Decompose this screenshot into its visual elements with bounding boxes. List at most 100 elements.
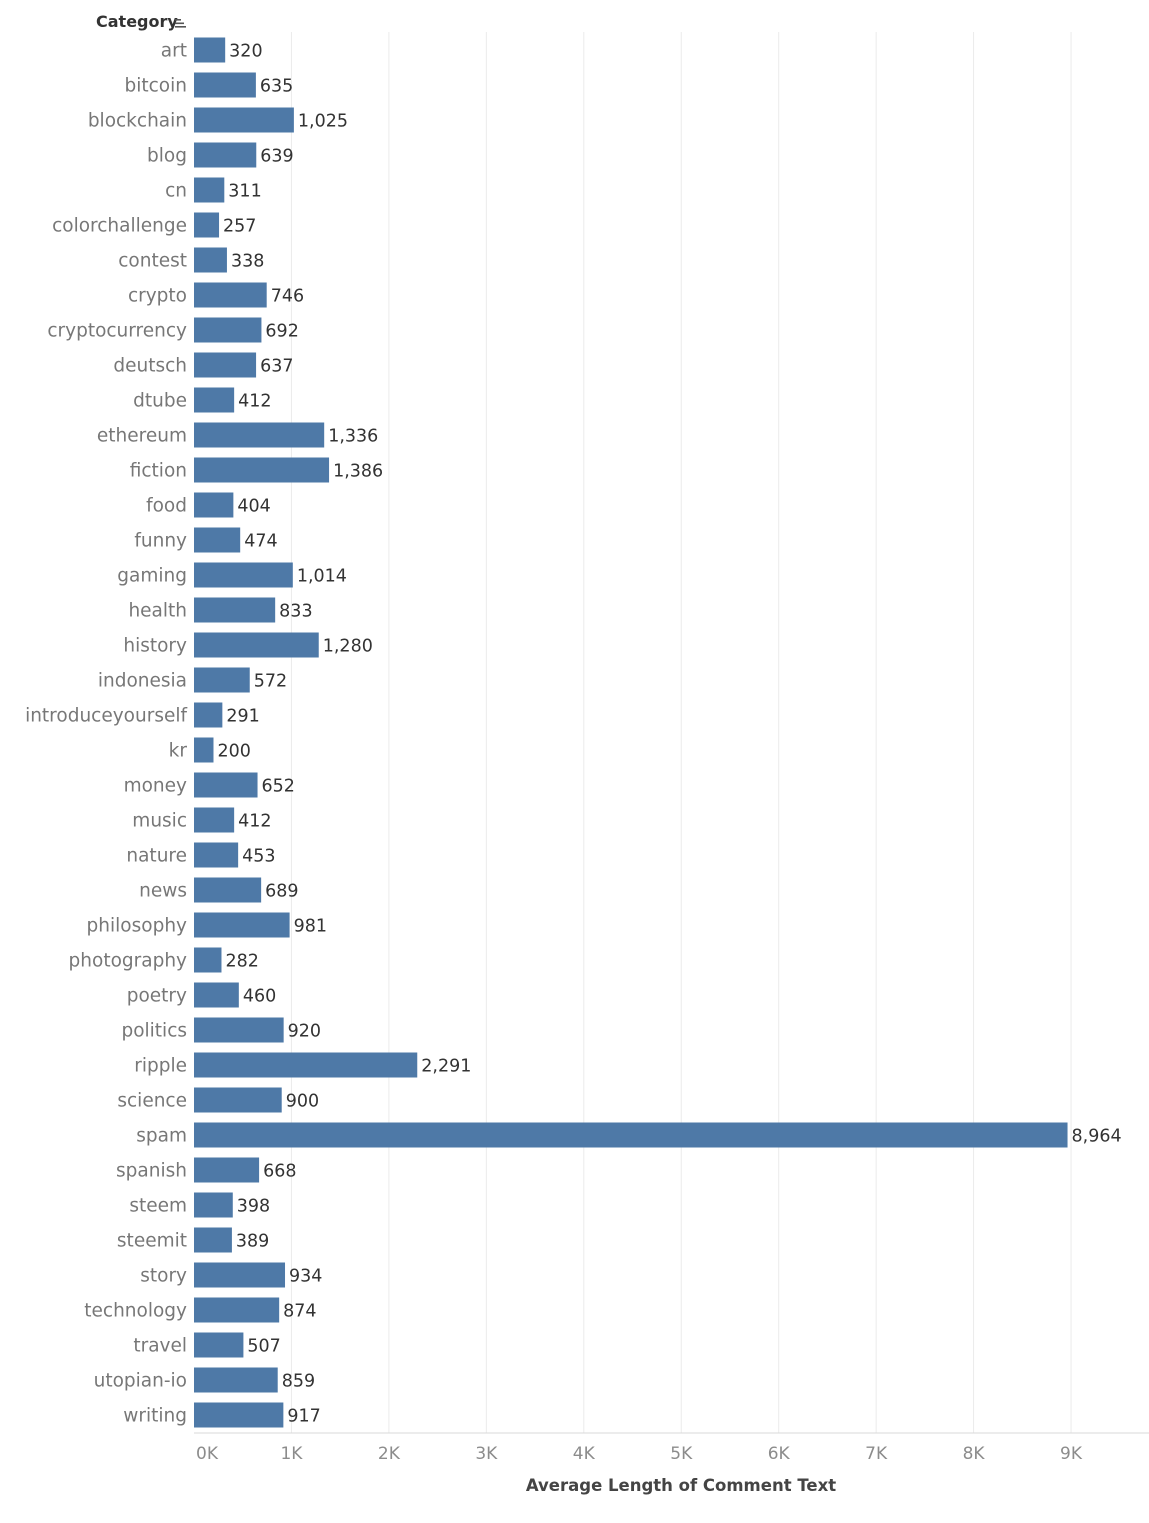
category-label-introduceyourself[interactable]: introduceyourself	[25, 706, 187, 727]
x-tick-label: 3K	[475, 1444, 498, 1464]
value-label-nature: 453	[242, 847, 275, 867]
bar-history[interactable]	[194, 632, 319, 658]
category-label-steemit[interactable]: steemit	[117, 1231, 187, 1252]
category-label-spam[interactable]: spam	[136, 1126, 187, 1147]
value-label-art: 320	[229, 42, 262, 62]
category-label-art[interactable]: art	[161, 41, 187, 62]
bar-travel[interactable]	[194, 1332, 244, 1358]
category-label-gaming[interactable]: gaming	[117, 566, 187, 587]
bar-introduceyourself[interactable]	[194, 702, 223, 728]
bar-photography[interactable]	[194, 947, 222, 973]
value-label-fiction: 1,386	[333, 462, 383, 482]
category-label-bitcoin[interactable]: bitcoin	[125, 76, 188, 97]
bar-deutsch[interactable]	[194, 352, 257, 378]
bar-story[interactable]	[194, 1262, 286, 1288]
value-label-introduceyourself: 291	[226, 707, 259, 727]
category-label-dtube[interactable]: dtube	[133, 391, 187, 412]
category-label-contest[interactable]: contest	[118, 251, 187, 272]
category-label-story[interactable]: story	[140, 1266, 187, 1287]
category-label-steem[interactable]: steem	[129, 1196, 187, 1217]
value-label-story: 934	[289, 1267, 322, 1287]
category-label-funny[interactable]: funny	[134, 531, 187, 552]
bar-blockchain[interactable]	[194, 107, 294, 133]
bar-steem[interactable]	[194, 1192, 233, 1218]
category-label-cryptocurrency[interactable]: cryptocurrency	[47, 321, 187, 342]
category-header[interactable]: Category	[96, 12, 178, 31]
category-label-poetry[interactable]: poetry	[127, 986, 187, 1007]
category-label-travel[interactable]: travel	[133, 1336, 187, 1357]
bar-contest[interactable]	[194, 247, 227, 273]
bar-ethereum[interactable]	[194, 422, 325, 448]
bar-poetry[interactable]	[194, 982, 239, 1008]
bar-spanish[interactable]	[194, 1157, 260, 1183]
bar-crypto[interactable]	[194, 282, 267, 308]
bar-dtube[interactable]	[194, 387, 235, 413]
bar-indonesia[interactable]	[194, 667, 250, 693]
value-label-blockchain: 1,025	[298, 112, 348, 132]
bar-health[interactable]	[194, 597, 276, 623]
bar-cryptocurrency[interactable]	[194, 317, 262, 343]
category-label-ethereum[interactable]: ethereum	[97, 426, 187, 447]
category-label-politics[interactable]: politics	[121, 1021, 187, 1042]
category-label-kr[interactable]: kr	[169, 741, 188, 762]
bar-news[interactable]	[194, 877, 262, 903]
value-label-steem: 398	[237, 1197, 270, 1217]
bar-spam[interactable]	[194, 1122, 1068, 1148]
category-label-photography[interactable]: photography	[69, 951, 188, 972]
category-label-ripple[interactable]: ripple	[134, 1056, 187, 1077]
bar-nature[interactable]	[194, 842, 239, 868]
bar-philosophy[interactable]	[194, 912, 290, 938]
x-tick-label: 2K	[378, 1444, 401, 1464]
category-label-history[interactable]: history	[123, 636, 187, 657]
category-label-indonesia[interactable]: indonesia	[98, 671, 187, 692]
category-label-news[interactable]: news	[139, 881, 187, 902]
bar-politics[interactable]	[194, 1017, 284, 1043]
bar-kr[interactable]	[194, 737, 214, 763]
category-label-science[interactable]: science	[117, 1091, 187, 1112]
category-label-health[interactable]: health	[128, 601, 187, 622]
x-tick-label: 5K	[670, 1444, 693, 1464]
category-label-fiction[interactable]: fiction	[130, 461, 187, 482]
bar-colorchallenge[interactable]	[194, 212, 220, 238]
gridlines	[194, 32, 1149, 1434]
bar-bitcoin[interactable]	[194, 72, 256, 98]
category-label-colorchallenge[interactable]: colorchallenge	[52, 216, 187, 237]
bar-ripple[interactable]	[194, 1052, 418, 1078]
bar-music[interactable]	[194, 807, 235, 833]
category-label-technology[interactable]: technology	[84, 1301, 187, 1322]
category-label-food[interactable]: food	[146, 496, 187, 517]
x-tick-label: 9K	[1060, 1444, 1083, 1464]
category-label-money[interactable]: money	[124, 776, 187, 797]
category-label-blockchain[interactable]: blockchain	[88, 111, 187, 132]
category-label-crypto[interactable]: crypto	[128, 286, 187, 307]
bar-utopian-io[interactable]	[194, 1367, 278, 1393]
bar-writing[interactable]	[194, 1402, 284, 1428]
value-label-colorchallenge: 257	[223, 217, 256, 237]
value-label-contest: 338	[231, 252, 264, 272]
bar-gaming[interactable]	[194, 562, 293, 588]
bar-technology[interactable]	[194, 1297, 280, 1323]
bar-fiction[interactable]	[194, 457, 330, 483]
value-label-spanish: 668	[263, 1162, 296, 1182]
bar-blog[interactable]	[194, 142, 257, 168]
category-label-blog[interactable]: blog	[147, 146, 187, 167]
category-label-philosophy[interactable]: philosophy	[87, 916, 187, 937]
category-label-music[interactable]: music	[132, 811, 187, 832]
category-label-cn[interactable]: cn	[165, 181, 187, 202]
sort-descending-icon[interactable]	[175, 19, 186, 28]
bar-funny[interactable]	[194, 527, 241, 553]
bar-art[interactable]	[194, 37, 226, 63]
value-label-history: 1,280	[323, 637, 373, 657]
bar-food[interactable]	[194, 492, 234, 518]
category-label-writing[interactable]: writing	[123, 1406, 187, 1427]
category-label-deutsch[interactable]: deutsch	[113, 356, 187, 377]
bar-science[interactable]	[194, 1087, 282, 1113]
value-label-politics: 920	[288, 1022, 321, 1042]
x-axis-ticks: 0K 1K 2K 3K 4K 5K 6K 7K 8K 9K	[196, 1444, 1083, 1464]
category-label-utopian-io[interactable]: utopian-io	[94, 1371, 187, 1392]
category-label-nature[interactable]: nature	[126, 846, 187, 867]
bar-steemit[interactable]	[194, 1227, 232, 1253]
bar-cn[interactable]	[194, 177, 225, 203]
bar-money[interactable]	[194, 772, 258, 798]
category-label-spanish[interactable]: spanish	[116, 1161, 187, 1182]
